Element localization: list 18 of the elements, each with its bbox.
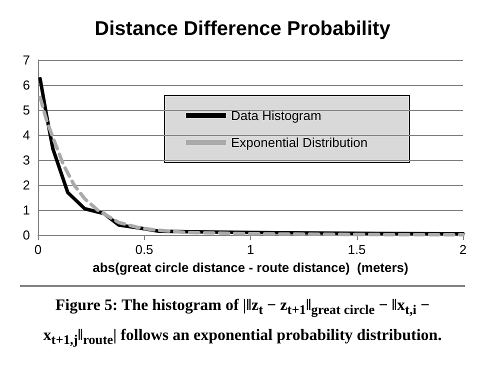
legend-label: Data Histogram	[231, 108, 322, 123]
chart-title: Distance Difference Probability	[94, 18, 392, 40]
y-tick-label: 7	[22, 52, 30, 68]
y-tick-label: 0	[22, 228, 30, 242]
y-tick-label: 1	[22, 202, 30, 218]
y-tick-label: 6	[22, 78, 30, 92]
x-tick-label: 1	[246, 242, 254, 257]
x-tick-label: 1.5	[348, 242, 366, 257]
y-tick-label: 5	[22, 102, 30, 118]
x-tick-label: 2	[459, 242, 467, 257]
x-tick-label: 0	[34, 242, 42, 257]
y-tick-label: 3	[22, 152, 30, 168]
text: Figure 5: The histogram of |‖z$_{t}$ − z$_{t+1}$‖$_{great circle}$ − ‖x$_{t,i}$ − x$_{t+1,j}$‖$_{route}$| follows an exponential probability distribution.	[43, 297, 442, 348]
legend-label: Exponential Distribution	[231, 135, 368, 150]
y-tick-label: 2	[22, 178, 30, 192]
y-tick-label: 4	[22, 128, 30, 142]
x-axis-title: abs(great circle distance - route distance) (meters)	[92, 260, 408, 275]
x-tick-label: 0.5	[135, 242, 154, 257]
